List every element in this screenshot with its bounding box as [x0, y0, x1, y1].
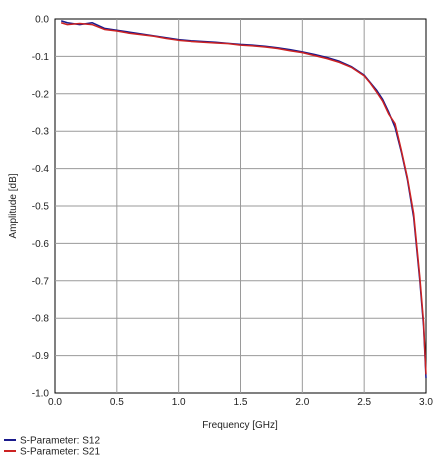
- y-axis-label: Amplitude [dB]: [8, 173, 19, 238]
- y-tick-label: -0.6: [32, 239, 50, 250]
- y-axis-ticks: 0.0 -0.1 -0.2 -0.3 -0.4 -0.5 -0.6 -0.7 -0.8 -0.9 -…: [32, 15, 50, 400]
- y-tick-label: -0.7: [32, 276, 50, 287]
- x-axis-ticks: 0.0 0.5 1.0 1.5 2.0 2.5 3.0: [48, 397, 433, 408]
- y-tick-label: -0.5: [32, 202, 50, 213]
- series-line-s21: [60, 22, 427, 375]
- y-tick-label: -0.2: [32, 89, 50, 100]
- legend-label: S-Parameter: S21: [20, 447, 100, 458]
- x-tick-label: 1.5: [234, 397, 248, 408]
- series-lines: [60, 20, 427, 379]
- x-tick-label: 2.5: [357, 397, 371, 408]
- y-tick-label: 0.0: [35, 15, 49, 26]
- x-tick-label: 3.0: [419, 397, 433, 408]
- x-axis-label: Frequency [GHz]: [202, 420, 278, 431]
- x-tick-label: 1.0: [172, 397, 186, 408]
- x-tick-label: 2.0: [295, 397, 309, 408]
- x-tick-label: 0.5: [110, 397, 124, 408]
- y-tick-label: -0.4: [32, 164, 50, 175]
- grid-lines: [55, 19, 426, 393]
- y-tick-label: -0.9: [32, 351, 50, 362]
- y-tick-label: -0.3: [32, 127, 50, 138]
- x-tick-label: 0.0: [48, 397, 62, 408]
- y-tick-label: -1.0: [32, 389, 50, 400]
- legend-label: S-Parameter: S12: [20, 436, 100, 447]
- y-tick-label: -0.1: [32, 52, 50, 63]
- y-tick-label: -0.8: [32, 314, 50, 325]
